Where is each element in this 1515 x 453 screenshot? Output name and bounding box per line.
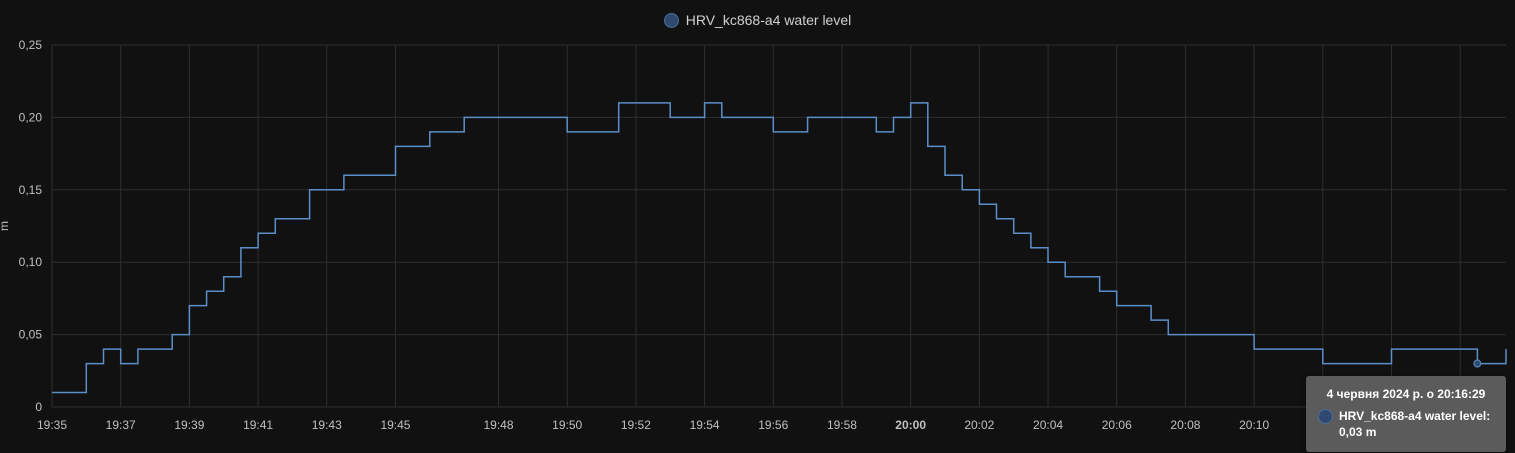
- x-tick-label: 19:39: [174, 418, 204, 432]
- x-tick-label: 19:37: [106, 418, 136, 432]
- x-tick-label: 19:35: [37, 418, 67, 432]
- x-tick-label: 19:56: [758, 418, 788, 432]
- y-tick-label: 0,10: [19, 255, 43, 269]
- x-tick-label: 19:50: [552, 418, 582, 432]
- x-tick-label: 19:45: [380, 418, 410, 432]
- x-tick-label: 20:02: [964, 418, 994, 432]
- y-axis-label: m: [0, 221, 11, 231]
- x-tick-labels: 19:35 19:37 19:39 19:41 19:43 19:45 19:48 19:50…: [37, 418, 1476, 432]
- x-tick-label: 19:48: [483, 418, 513, 432]
- y-tick-labels: 0 0,05 0,10 0,15 0,20 0,25: [19, 38, 43, 414]
- tooltip-title: 4 червня 2024 р. о 20:16:29: [1326, 387, 1486, 401]
- grid: [51, 44, 1506, 408]
- tooltip-series-marker-icon: [1318, 409, 1333, 424]
- tooltip: 4 червня 2024 р. о 20:16:29 HRV_kc868-a4…: [1306, 376, 1506, 452]
- legend-marker-icon: [663, 12, 679, 28]
- x-tick-label: 19:54: [690, 418, 720, 432]
- x-tick-label: 20:06: [1102, 418, 1132, 432]
- series-line[interactable]: [52, 102, 1507, 394]
- x-tick-label: 19:52: [621, 418, 651, 432]
- tooltip-series-label: HRV_kc868-a4 water level:: [1339, 409, 1491, 423]
- y-tick-label: 0,20: [19, 110, 43, 124]
- x-tick-label: 20:00: [895, 418, 926, 432]
- series-layer: [52, 102, 1507, 394]
- y-tick-label: 0,25: [19, 38, 43, 52]
- legend[interactable]: HRV_kc868-a4 water level: [0, 12, 1515, 28]
- y-tick-label: 0: [35, 400, 42, 414]
- highlight-point[interactable]: [1473, 359, 1482, 368]
- x-tick-label: 20:10: [1239, 418, 1269, 432]
- x-tick-label: 19:43: [312, 418, 342, 432]
- x-tick-label: 19:58: [827, 418, 857, 432]
- x-tick-label: 20:08: [1170, 418, 1200, 432]
- tooltip-value: 0,03 m: [1339, 425, 1377, 439]
- tooltip-body: HRV_kc868-a4 water level: 0,03 m: [1339, 408, 1499, 440]
- legend-label: HRV_kc868-a4 water level: [685, 12, 852, 28]
- y-tick-label: 0,15: [19, 183, 43, 197]
- y-tick-label: 0,05: [19, 328, 43, 342]
- x-tick-label: 19:41: [243, 418, 273, 432]
- x-tick-label: 20:04: [1033, 418, 1063, 432]
